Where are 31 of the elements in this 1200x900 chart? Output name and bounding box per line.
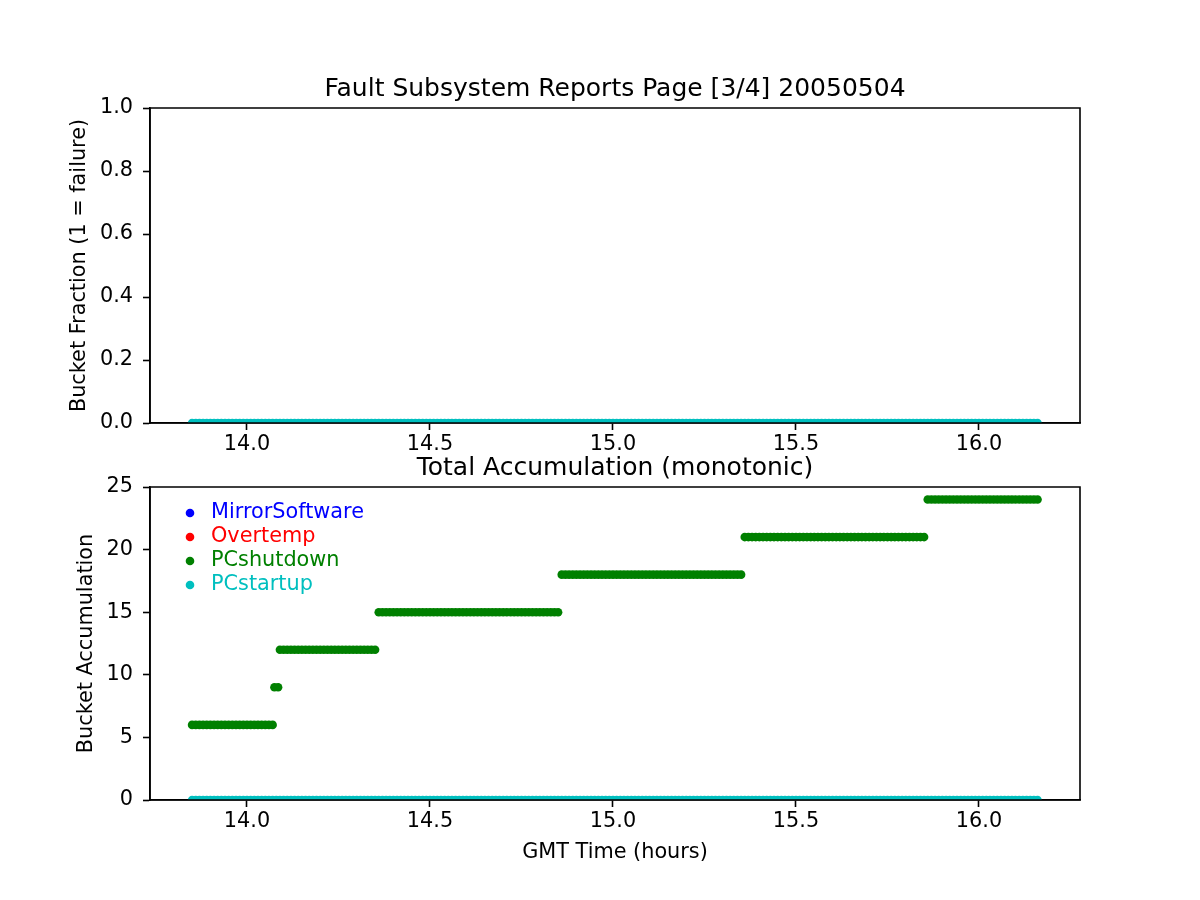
y-tick-label: 0.2 [99,346,133,371]
y-tick-label: 10 [106,661,133,686]
x-tick-label: 14.5 [406,807,454,832]
legend-label: PCshutdown [211,547,340,572]
x-tick-label: 15.0 [589,807,637,832]
y-tick-label: 0.8 [99,157,133,182]
x-axis-title: GMT Time (hours) [522,839,708,864]
y-axis-title: Bucket Fraction (1 = failure) [66,118,91,413]
y-tick-label: 5 [119,723,133,748]
y-tick-label: 1.0 [99,94,133,119]
x-tick-label: 16.0 [955,807,1003,832]
y-tick-label: 0 [119,786,133,811]
y-tick-label: 20 [106,536,133,560]
x-tick-label: 15.0 [589,430,637,455]
x-tick-label: 15.5 [772,430,820,455]
legend-label: MirrorSoftware [211,499,364,524]
legend-label: PCstartup [211,571,313,596]
x-tick-label: 14.0 [223,430,271,455]
chart-title: Fault Subsystem Reports Page [3/4] 20050504 [324,73,906,102]
legend-label: Overtemp [211,523,316,548]
y-tick-label: 0.4 [99,283,133,308]
y-tick-label: 15 [106,598,133,623]
x-tick-label: 16.0 [955,430,1003,455]
y-tick-label: 25 [106,473,133,498]
x-tick-label: 15.5 [772,807,820,832]
x-tick-label: 14.0 [223,807,271,832]
chart-title: Total Accumulation (monotonic) [415,452,814,481]
x-tick-label: 14.5 [406,430,454,455]
y-tick-label: 0.6 [99,220,133,245]
y-axis-title: Bucket Accumulation [72,533,97,754]
y-tick-label: 0.0 [99,409,133,434]
